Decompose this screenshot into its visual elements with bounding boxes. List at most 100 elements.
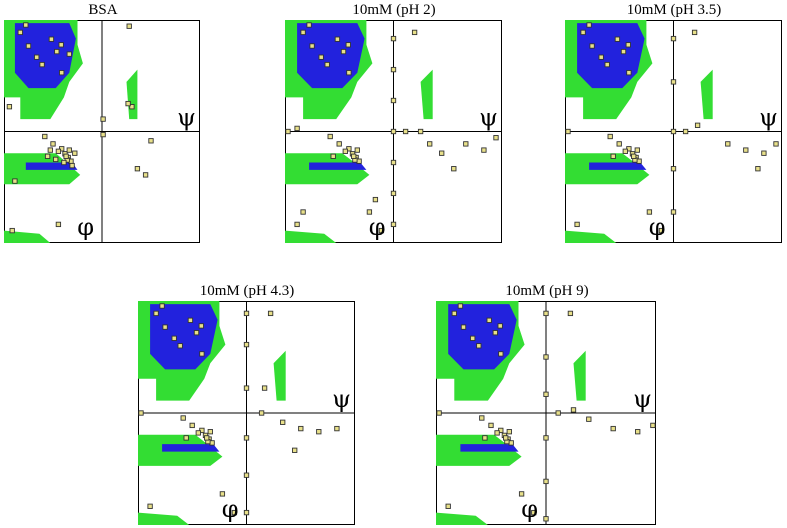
residue-point xyxy=(345,42,351,48)
residue-point xyxy=(411,29,418,36)
residue-point xyxy=(55,221,62,228)
allowed-region-left-handed xyxy=(700,69,713,120)
residue-point xyxy=(9,227,15,234)
residue-point xyxy=(58,42,64,48)
residue-point xyxy=(177,343,183,349)
residue-point xyxy=(300,29,306,36)
residue-point xyxy=(427,141,433,147)
residue-point xyxy=(100,116,106,122)
residue-point xyxy=(142,172,149,178)
residue-point xyxy=(646,209,653,215)
residue-point xyxy=(316,429,322,435)
residue-point xyxy=(543,391,549,397)
residue-point xyxy=(17,29,23,36)
residue-point xyxy=(622,148,628,154)
plot-panel-ph3-5: 10mM (pH 3.5) ψ φ xyxy=(565,0,783,244)
residue-point xyxy=(670,35,677,42)
residue-point xyxy=(134,166,141,172)
allowed-region-left-handed xyxy=(573,350,586,401)
residue-point xyxy=(285,128,291,135)
phi-axis-label: φ xyxy=(649,213,666,241)
residue-point xyxy=(267,310,274,317)
residue-point xyxy=(390,221,397,228)
phi-axis-label: φ xyxy=(222,495,239,523)
residue-point xyxy=(72,150,78,156)
residue-point xyxy=(351,153,357,159)
residue-point xyxy=(336,141,342,147)
residue-point xyxy=(162,324,168,330)
residue-point xyxy=(565,128,571,135)
residue-point xyxy=(755,166,761,172)
residue-point xyxy=(61,159,67,166)
residue-point xyxy=(59,70,65,76)
core-region-alpha xyxy=(162,444,220,452)
residue-point xyxy=(66,51,72,57)
residue-point xyxy=(6,104,13,110)
residue-point xyxy=(616,141,622,147)
residue-point xyxy=(451,310,457,317)
residue-point xyxy=(691,29,698,36)
residue-point xyxy=(159,303,165,309)
residue-point xyxy=(463,141,469,147)
residue-point xyxy=(44,153,51,159)
residue-point xyxy=(543,310,549,317)
residue-point xyxy=(402,128,409,135)
residue-point xyxy=(198,323,204,329)
residue-point xyxy=(743,147,749,153)
residue-point xyxy=(479,415,485,421)
allowed-region-left-handed xyxy=(273,350,286,401)
residue-point xyxy=(48,36,55,42)
psi-axis-label: ψ xyxy=(759,104,778,132)
residue-point xyxy=(439,150,445,156)
residue-point xyxy=(670,79,677,85)
residue-point xyxy=(25,43,32,49)
residue-point xyxy=(63,153,69,159)
residue-point xyxy=(567,310,574,317)
residue-point xyxy=(298,425,304,432)
residue-point xyxy=(50,141,56,147)
residue-point xyxy=(604,61,610,68)
residue-point xyxy=(518,491,525,497)
psi-axis-label: ψ xyxy=(332,385,351,413)
psi-axis-label: ψ xyxy=(633,385,652,413)
residue-point xyxy=(126,23,132,29)
residue-point xyxy=(508,440,514,446)
residue-point xyxy=(171,335,177,341)
residue-point xyxy=(66,147,72,153)
residue-point xyxy=(470,335,476,341)
residue-point xyxy=(129,104,135,110)
ramachandran-plot: ψφ xyxy=(285,20,502,243)
residue-point xyxy=(54,48,60,55)
residue-point xyxy=(574,221,580,228)
residue-point xyxy=(231,509,238,516)
panel-title: 10mM (pH 3.5) xyxy=(626,2,722,18)
residue-point xyxy=(494,430,500,436)
allowed-region-lower xyxy=(138,512,190,525)
core-region-alpha xyxy=(589,162,647,170)
residue-point xyxy=(610,153,616,159)
residue-point xyxy=(69,162,75,169)
residue-point xyxy=(451,166,457,172)
residue-point xyxy=(492,330,498,336)
panel-title: BSA xyxy=(88,2,118,18)
residue-point xyxy=(346,70,352,76)
residue-point xyxy=(53,156,59,163)
phi-axis-label: φ xyxy=(521,495,538,523)
ramachandran-plot: ψφ xyxy=(436,301,656,525)
residue-point xyxy=(147,503,153,509)
residue-point xyxy=(100,131,106,138)
allowed-region-lower xyxy=(285,230,337,243)
residue-point xyxy=(153,310,159,317)
residue-point xyxy=(658,227,665,234)
residue-point xyxy=(318,54,324,60)
residue-point xyxy=(635,429,641,435)
allowed-region-lower xyxy=(565,230,617,243)
residue-point xyxy=(300,209,306,215)
residue-point xyxy=(199,351,205,357)
residue-point xyxy=(47,147,53,153)
phi-axis-label: φ xyxy=(77,213,94,241)
residue-point xyxy=(183,435,189,441)
residue-point xyxy=(670,166,677,172)
residue-point xyxy=(497,323,503,329)
